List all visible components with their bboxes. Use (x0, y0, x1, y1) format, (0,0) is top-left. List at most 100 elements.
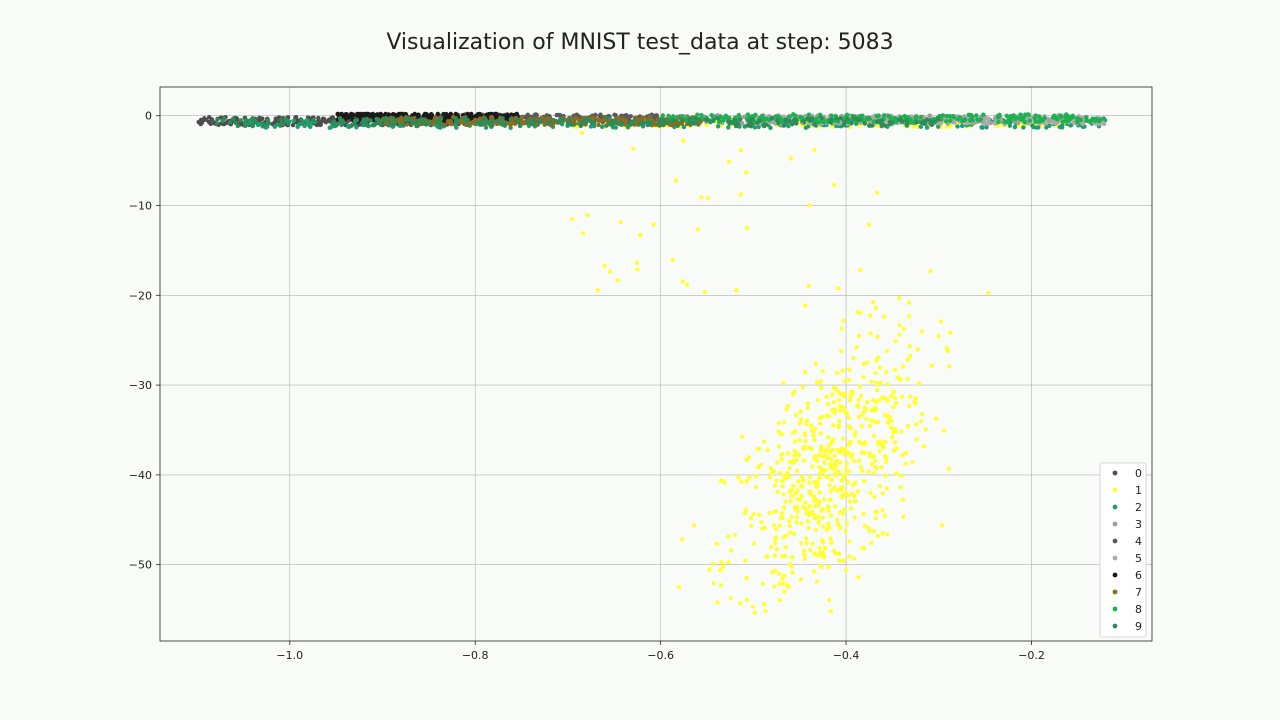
data-point (859, 412, 865, 417)
data-point (388, 121, 393, 127)
data-point (856, 439, 862, 445)
data-point (783, 499, 788, 504)
data-point (687, 120, 693, 125)
data-point (756, 465, 761, 470)
y-tick-label: −20 (129, 289, 152, 302)
data-point (809, 509, 815, 514)
data-point (799, 521, 804, 526)
data-point (772, 553, 778, 558)
data-point (897, 332, 902, 337)
data-point (334, 122, 340, 127)
data-point (342, 115, 348, 121)
data-point (752, 610, 758, 616)
data-point (872, 470, 877, 475)
data-point (777, 581, 782, 586)
data-point (838, 460, 843, 465)
data-point (768, 544, 774, 550)
data-point (1059, 125, 1065, 130)
data-point (809, 446, 814, 451)
data-point (383, 120, 388, 126)
data-point (860, 468, 865, 474)
data-point (877, 365, 883, 370)
data-point (858, 267, 863, 273)
data-point (871, 453, 876, 459)
data-point (796, 479, 801, 484)
data-point (981, 112, 986, 117)
data-point (224, 120, 229, 126)
data-point (848, 439, 853, 445)
data-point (791, 117, 797, 123)
data-point (901, 514, 906, 520)
data-point (583, 119, 589, 124)
data-point (308, 124, 313, 130)
data-point (814, 458, 820, 463)
data-point (808, 423, 814, 429)
data-point (817, 553, 822, 558)
data-point (763, 608, 768, 614)
x-tick-label: −0.2 (1018, 649, 1045, 662)
data-point (348, 113, 353, 119)
data-point (845, 116, 850, 122)
chart-title: Visualization of MNIST test_data at step… (386, 30, 894, 55)
data-point (782, 589, 787, 594)
data-point (828, 465, 834, 470)
y-tick-label: −40 (129, 469, 152, 482)
data-point (407, 116, 412, 122)
data-point (846, 554, 852, 559)
data-point (951, 115, 957, 120)
data-point (744, 479, 750, 484)
data-point (884, 486, 890, 491)
data-point (872, 419, 877, 424)
data-point (807, 474, 813, 480)
data-point (744, 457, 749, 463)
data-point (843, 529, 848, 534)
data-point (986, 290, 991, 296)
data-point (945, 348, 951, 354)
data-point (638, 116, 644, 122)
data-point (750, 604, 755, 610)
data-point (483, 125, 489, 130)
data-point (881, 113, 887, 118)
data-point (781, 581, 786, 586)
legend-marker (1112, 555, 1118, 561)
data-point (874, 190, 880, 195)
data-point (883, 456, 889, 461)
data-point (761, 123, 767, 129)
data-point (298, 117, 304, 122)
data-point (961, 117, 966, 122)
data-point (819, 564, 824, 569)
data-point (800, 504, 806, 509)
data-point (832, 182, 837, 188)
data-point (833, 386, 838, 392)
data-point (846, 469, 852, 474)
data-point (250, 123, 256, 128)
data-point (719, 560, 724, 565)
data-point (680, 118, 685, 123)
data-point (856, 575, 861, 580)
data-point (905, 357, 910, 362)
data-point (774, 478, 779, 483)
legend-label: 4 (1135, 535, 1142, 548)
data-point (734, 288, 739, 293)
data-point (903, 461, 908, 466)
data-point (392, 122, 397, 127)
data-point (836, 558, 842, 563)
data-point (790, 430, 796, 435)
data-point (881, 445, 886, 450)
data-point (261, 122, 267, 128)
data-point (781, 420, 787, 425)
data-point (867, 116, 872, 122)
data-point (557, 112, 563, 118)
data-point (826, 598, 832, 603)
data-point (900, 452, 905, 458)
data-point (662, 117, 667, 122)
data-point (823, 448, 828, 454)
data-point (433, 115, 438, 120)
data-point (794, 458, 799, 463)
data-point (785, 451, 791, 456)
data-point (777, 597, 782, 603)
data-point (837, 418, 842, 424)
data-point (681, 138, 686, 143)
data-point (383, 116, 389, 121)
data-point (341, 120, 346, 125)
